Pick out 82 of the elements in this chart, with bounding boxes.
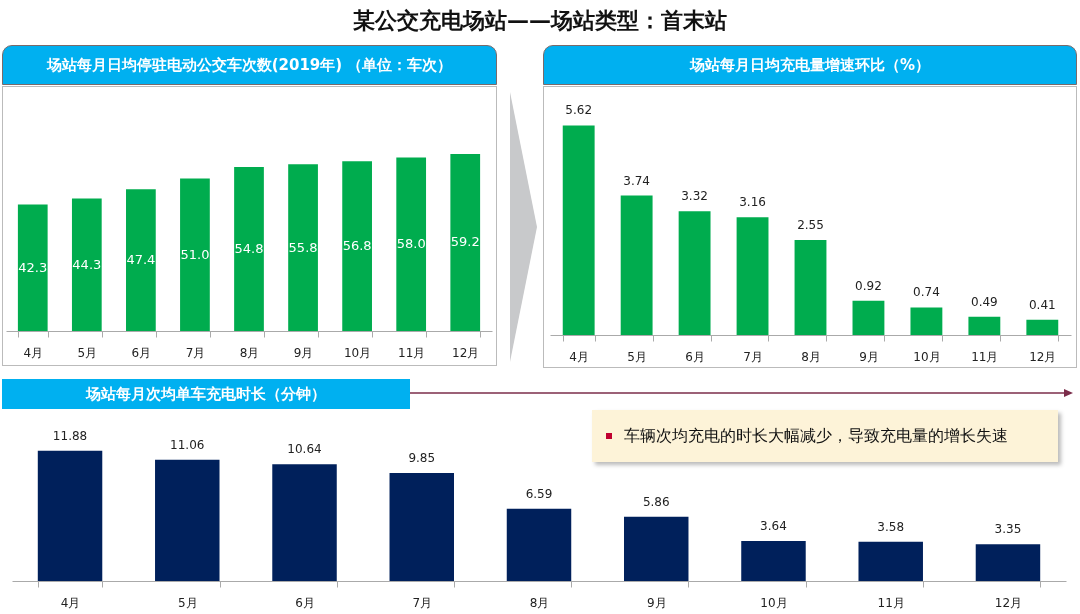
x-tick-label: 11月 (971, 349, 999, 364)
x-tick-label: 10月 (913, 349, 941, 364)
bar (155, 459, 220, 581)
x-tick-label: 5月 (177, 595, 198, 610)
bar (180, 178, 210, 331)
bar (389, 472, 454, 581)
bar (342, 161, 372, 331)
data-label: 56.8 (342, 238, 372, 254)
x-tick-label: 10月 (343, 345, 372, 360)
bar (620, 195, 653, 335)
data-label: 47.4 (126, 252, 156, 268)
bar (506, 508, 572, 581)
bar (794, 239, 827, 335)
bar (852, 300, 885, 335)
data-label: 3.74 (623, 173, 650, 188)
data-label: 0.92 (855, 278, 882, 293)
x-tick-label: 6月 (685, 349, 705, 364)
bar (37, 450, 103, 581)
data-label: 3.35 (994, 522, 1022, 537)
bar (1026, 319, 1059, 335)
text: 某公交充电场站——场站类型：首末站 (352, 7, 728, 35)
bar (858, 541, 923, 581)
x-tick-label: 4月 (569, 349, 590, 364)
x-tick-label: 12月 (1029, 349, 1057, 364)
x-tick-label: 9月 (646, 595, 667, 610)
x-tick-label: 7月 (743, 349, 763, 364)
data-label: 9.85 (408, 450, 436, 465)
x-tick-label: 9月 (293, 345, 314, 360)
x-tick-label: 12月 (994, 595, 1023, 610)
x-tick-label: 6月 (131, 345, 152, 360)
data-label: 3.32 (681, 189, 708, 204)
x-tick-label: 7月 (412, 595, 433, 610)
data-label: 11.06 (170, 437, 205, 452)
bar (450, 153, 481, 331)
bar (272, 464, 337, 581)
bar (968, 316, 1001, 335)
x-tick-label: 9月 (859, 349, 879, 364)
x-tick-label: 12月 (452, 345, 480, 360)
bar (126, 189, 156, 331)
x-tick-label: 5月 (627, 349, 647, 364)
data-label: 59.2 (450, 234, 480, 250)
data-label: 55.8 (288, 239, 318, 255)
bar (396, 157, 427, 331)
x-tick-label: 10月 (760, 595, 788, 610)
data-label: 0.74 (913, 285, 940, 300)
data-label: 3.58 (877, 519, 905, 534)
bar (678, 211, 711, 335)
data-label: 44.3 (72, 256, 102, 272)
data-label: 42.3 (18, 259, 48, 275)
x-tick-label: 11月 (877, 595, 905, 610)
data-label: 58.0 (396, 236, 426, 252)
bar (288, 164, 318, 331)
bar (562, 125, 595, 335)
data-label: 51.0 (180, 246, 210, 262)
bar (975, 544, 1041, 581)
bar (71, 198, 102, 331)
x-tick-label: 8月 (801, 349, 821, 364)
bar (741, 541, 806, 581)
data-label: 54.8 (234, 241, 264, 257)
bar (736, 217, 769, 335)
data-label: 3.64 (760, 519, 787, 534)
bar (624, 516, 689, 581)
data-label: 0.41 (1028, 297, 1056, 312)
x-tick-label: 8月 (239, 345, 260, 360)
x-tick-label: 4月 (23, 345, 44, 360)
x-tick-label: 5月 (77, 345, 98, 360)
data-label: 5.62 (565, 103, 593, 118)
data-label: 3.16 (739, 195, 766, 210)
x-tick-label: 6月 (295, 595, 315, 610)
bar (234, 167, 264, 331)
data-label: 0.49 (971, 294, 998, 309)
bar (17, 204, 48, 331)
x-tick-label: 7月 (185, 345, 206, 360)
data-label: 6.59 (525, 486, 553, 501)
data-label: 5.86 (642, 494, 670, 509)
data-label: 2.55 (797, 217, 824, 232)
data-label: 10.64 (287, 442, 322, 457)
x-tick-label: 4月 (60, 595, 81, 610)
data-label: 11.88 (52, 428, 88, 443)
x-tick-label: 11月 (398, 345, 426, 360)
bar (910, 307, 943, 335)
x-tick-label: 8月 (529, 595, 550, 610)
